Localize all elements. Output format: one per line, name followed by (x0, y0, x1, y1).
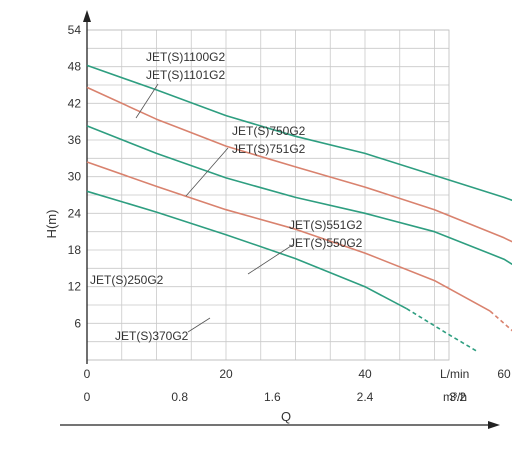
x-tick-label-lmin: 20 (219, 367, 233, 381)
y-tick-label: 36 (68, 133, 82, 147)
annotation-1100: JET(S)1100G2 JET(S)1101G2 (146, 50, 225, 82)
annotation-line: JET(S)551G2 (289, 218, 363, 232)
series-line (86, 190, 408, 310)
leader-line-550 (247, 243, 295, 275)
y-tick-label: 6 (74, 316, 81, 330)
annotation-line: JET(S)1101G2 (146, 68, 225, 82)
series-line-dashed (406, 308, 477, 352)
y-tick-label: 54 (68, 23, 82, 37)
y-axis-title: H(m) (44, 210, 59, 239)
annotation-line: JET(S)1100G2 (146, 50, 225, 64)
annotation-line: JET(S)550G2 (289, 236, 363, 250)
axes (60, 10, 500, 429)
annotation-line: JET(S)250G2 (90, 273, 164, 287)
y-tick-label: 18 (68, 243, 82, 257)
annotation-750: JET(S)750G2 JET(S)751G2 (232, 124, 306, 156)
x-tick-label-m3h: 1.6 (264, 390, 281, 404)
x-tick-label-m3h: 0 (84, 390, 91, 404)
annotation-line: JET(S)370G2 (115, 329, 189, 343)
series-line (86, 64, 512, 202)
series-line (86, 125, 512, 266)
x-tick-label-lmin: 40 (358, 367, 372, 381)
leader-line-750 (185, 147, 229, 197)
x-axis-arrow (488, 421, 500, 429)
series-line (86, 161, 491, 312)
annotation-370: JET(S)370G2 (115, 329, 189, 343)
y-tick-label: 42 (68, 96, 82, 110)
x-unit-primary: L/min (440, 367, 469, 381)
x-axis-title: Q (281, 409, 291, 424)
y-axis-arrow (83, 10, 91, 22)
annotation-line: JET(S)751G2 (232, 142, 306, 156)
tick-labels: 6121824303642485402040608010012000.81.62… (68, 23, 511, 404)
series-line-dashed (489, 310, 512, 332)
annotation-line: JET(S)750G2 (232, 124, 306, 138)
annotation-550: JET(S)551G2 JET(S)550G2 (289, 218, 363, 250)
x-tick-label-lmin: 60 (497, 367, 511, 381)
series-line (86, 86, 512, 243)
annotation-250: JET(S)250G2 (90, 273, 164, 287)
curves (86, 64, 512, 352)
y-tick-label: 24 (68, 206, 82, 220)
x-unit-secondary: m³/h (443, 390, 467, 404)
y-tick-label: 48 (68, 60, 82, 74)
leader-line-370 (187, 317, 211, 333)
y-tick-label: 12 (68, 280, 82, 294)
grid (86, 29, 450, 361)
x-tick-label-m3h: 3.2 (449, 390, 466, 404)
leader-line-1100 (135, 83, 159, 119)
y-tick-label: 30 (68, 170, 82, 184)
x-tick-label-m3h: 2.4 (357, 390, 374, 404)
x-tick-label-lmin: 0 (84, 367, 91, 381)
x-tick-label-m3h: 0.8 (171, 390, 188, 404)
